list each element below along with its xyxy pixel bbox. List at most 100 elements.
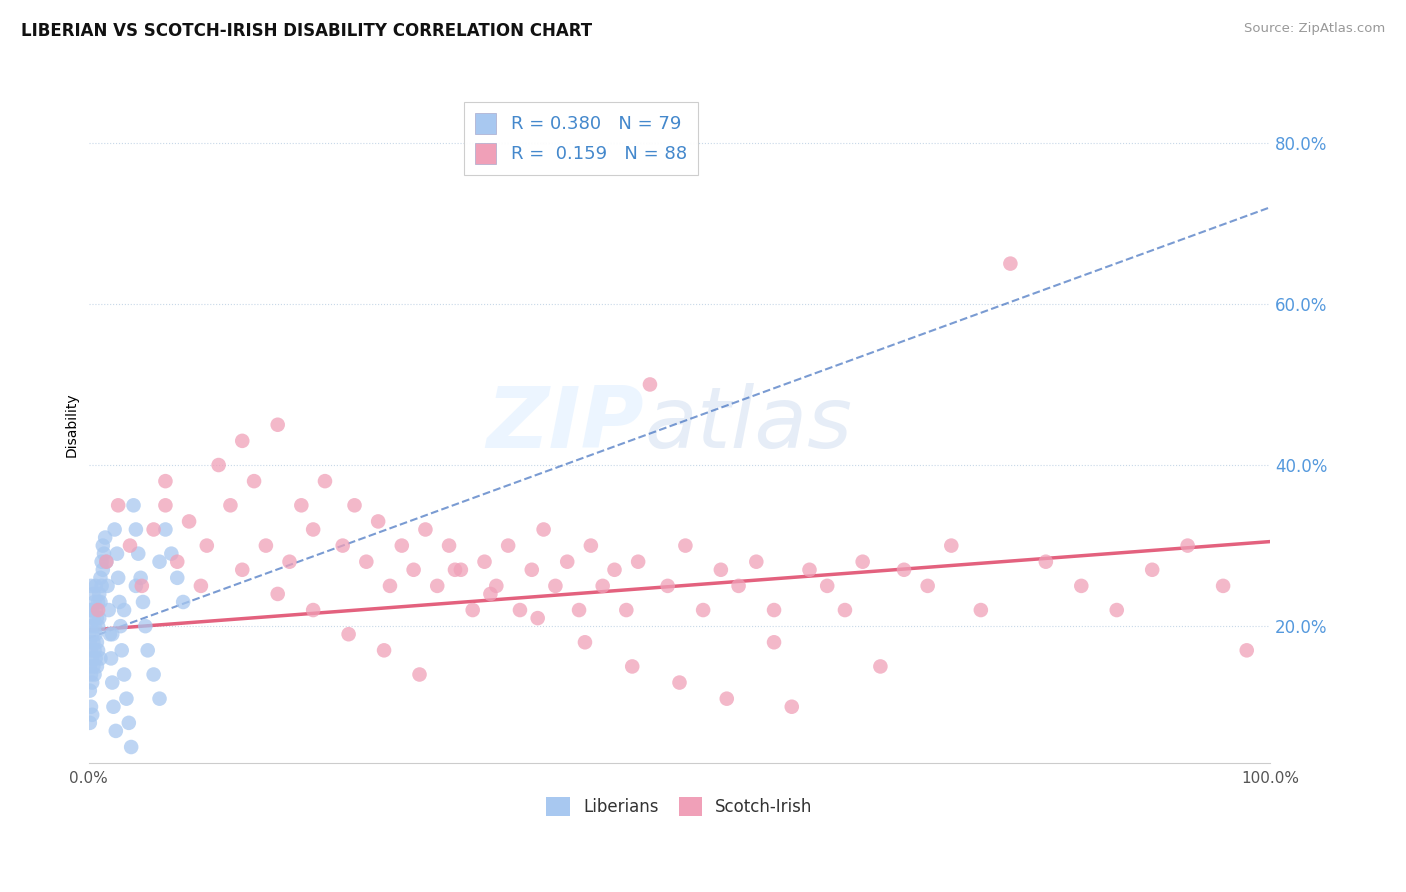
Point bbox=[118, 715, 141, 730]
Point bbox=[555, 555, 578, 569]
Point bbox=[84, 627, 107, 641]
Point bbox=[727, 579, 749, 593]
Point bbox=[155, 498, 177, 512]
Point bbox=[110, 619, 132, 633]
Point bbox=[177, 515, 200, 529]
Point bbox=[98, 627, 121, 641]
Point bbox=[87, 595, 110, 609]
Point bbox=[160, 547, 183, 561]
Point bbox=[337, 627, 360, 641]
Point bbox=[125, 579, 148, 593]
Point bbox=[1212, 579, 1234, 593]
Point bbox=[579, 539, 602, 553]
Point bbox=[603, 563, 626, 577]
Point bbox=[80, 667, 103, 681]
Point bbox=[155, 474, 177, 488]
Point bbox=[692, 603, 714, 617]
Point bbox=[1035, 555, 1057, 569]
Point bbox=[89, 595, 111, 609]
Point bbox=[408, 667, 430, 681]
Point bbox=[373, 643, 395, 657]
Point bbox=[970, 603, 993, 617]
Point bbox=[148, 691, 170, 706]
Point bbox=[82, 659, 104, 673]
Point bbox=[83, 643, 105, 657]
Point bbox=[82, 611, 104, 625]
Point bbox=[243, 474, 266, 488]
Point bbox=[80, 699, 103, 714]
Point bbox=[657, 579, 679, 593]
Point bbox=[129, 571, 152, 585]
Point bbox=[87, 619, 110, 633]
Point bbox=[592, 579, 614, 593]
Point bbox=[378, 579, 401, 593]
Point bbox=[1105, 603, 1128, 617]
Point bbox=[852, 555, 875, 569]
Point bbox=[83, 619, 105, 633]
Point bbox=[132, 595, 155, 609]
Point bbox=[125, 523, 148, 537]
Point bbox=[80, 619, 103, 633]
Point bbox=[120, 739, 142, 754]
Point bbox=[101, 675, 124, 690]
Point bbox=[1070, 579, 1092, 593]
Point bbox=[166, 555, 188, 569]
Point bbox=[136, 643, 159, 657]
Y-axis label: Disability: Disability bbox=[65, 392, 79, 457]
Point bbox=[112, 603, 135, 617]
Text: Source: ZipAtlas.com: Source: ZipAtlas.com bbox=[1244, 22, 1385, 36]
Point bbox=[763, 635, 786, 649]
Point bbox=[544, 579, 567, 593]
Point bbox=[343, 498, 366, 512]
Point bbox=[1000, 257, 1022, 271]
Point bbox=[94, 531, 117, 545]
Point bbox=[134, 619, 156, 633]
Point bbox=[520, 563, 543, 577]
Point bbox=[474, 555, 496, 569]
Point bbox=[219, 498, 242, 512]
Point bbox=[815, 579, 838, 593]
Point bbox=[89, 587, 111, 601]
Point bbox=[96, 555, 118, 569]
Point bbox=[1177, 539, 1199, 553]
Point bbox=[86, 635, 108, 649]
Point bbox=[834, 603, 856, 617]
Point bbox=[83, 595, 105, 609]
Point bbox=[190, 579, 212, 593]
Point bbox=[172, 595, 194, 609]
Point bbox=[402, 563, 425, 577]
Point bbox=[108, 595, 131, 609]
Point bbox=[107, 498, 129, 512]
Point bbox=[155, 523, 177, 537]
Point bbox=[621, 659, 644, 673]
Point bbox=[668, 675, 690, 690]
Point bbox=[90, 579, 112, 593]
Text: ZIP: ZIP bbox=[486, 384, 644, 467]
Point bbox=[673, 539, 696, 553]
Point bbox=[142, 523, 165, 537]
Point bbox=[496, 539, 519, 553]
Text: atlas: atlas bbox=[644, 384, 852, 467]
Point bbox=[142, 667, 165, 681]
Point bbox=[893, 563, 915, 577]
Point bbox=[91, 539, 114, 553]
Point bbox=[356, 555, 378, 569]
Point bbox=[710, 563, 733, 577]
Point bbox=[799, 563, 821, 577]
Point bbox=[415, 523, 437, 537]
Point bbox=[461, 603, 484, 617]
Point bbox=[96, 579, 118, 593]
Point bbox=[107, 571, 129, 585]
Text: LIBERIAN VS SCOTCH-IRISH DISABILITY CORRELATION CHART: LIBERIAN VS SCOTCH-IRISH DISABILITY CORR… bbox=[21, 22, 592, 40]
Point bbox=[89, 571, 111, 585]
Point bbox=[112, 667, 135, 681]
Point bbox=[195, 539, 218, 553]
Point bbox=[105, 547, 128, 561]
Point bbox=[86, 611, 108, 625]
Point bbox=[302, 603, 325, 617]
Point bbox=[526, 611, 548, 625]
Point bbox=[509, 603, 531, 617]
Point bbox=[627, 555, 650, 569]
Point bbox=[302, 523, 325, 537]
Point bbox=[100, 651, 122, 665]
